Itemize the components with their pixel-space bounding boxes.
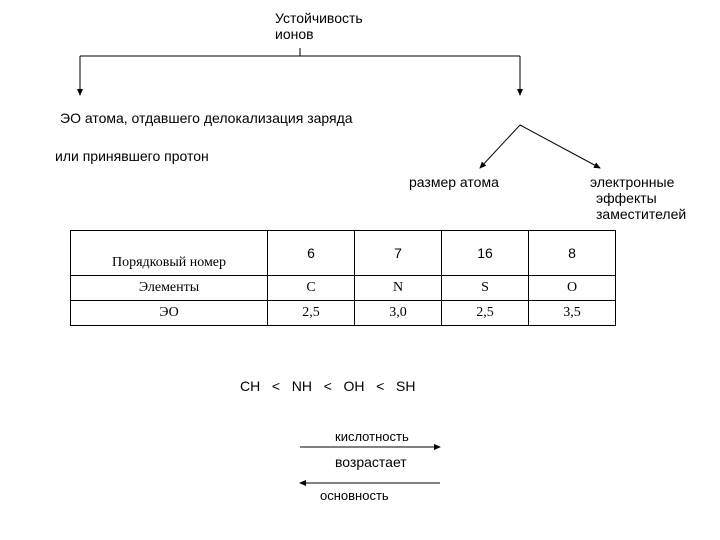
cell: C (268, 276, 355, 301)
acidity-label: кислотность (335, 429, 409, 444)
cell: N (355, 276, 442, 301)
row1-label: Элементы (71, 276, 268, 301)
increases-label: возрастает (335, 454, 415, 470)
cell: 3,0 (355, 301, 442, 326)
cell: 16 (442, 231, 529, 276)
cell: 8 (529, 231, 616, 276)
branch3-line3: заместителей (590, 206, 686, 222)
title-line1: Устойчивость (275, 10, 363, 26)
branch2-label: размер атома (409, 174, 499, 190)
title-line2: ионов (275, 26, 363, 42)
cell: O (529, 276, 616, 301)
table-row: Элементы C N S O (71, 276, 616, 301)
branch3-block: электронные эффекты заместителей (590, 174, 686, 222)
inequality-row: CH < NH < OH < SH (240, 378, 415, 394)
title-block: Устойчивость ионов (275, 10, 363, 42)
basicity-label: основность (320, 488, 400, 503)
branch1-line2: или принявшего протон (55, 148, 209, 164)
branch3-line2: эффекты (590, 190, 686, 206)
table-row: ЭО 2,5 3,0 2,5 3,5 (71, 301, 616, 326)
cell: 7 (355, 231, 442, 276)
cell: 3,5 (529, 301, 616, 326)
branch3-line1: электронные (590, 174, 686, 190)
row2-label: ЭО (71, 301, 268, 326)
cell: 2,5 (268, 301, 355, 326)
cell: 6 (268, 231, 355, 276)
branch1-line1: ЭО атома, отдавшего делокализация заряда (60, 110, 353, 126)
table-row: Порядковый номер 6 7 16 8 (71, 231, 616, 276)
row0-label: Порядковый номер (71, 231, 268, 276)
cell: S (442, 276, 529, 301)
cell: 2,5 (442, 301, 529, 326)
data-table: Порядковый номер 6 7 16 8 Элементы C N S… (70, 230, 616, 326)
